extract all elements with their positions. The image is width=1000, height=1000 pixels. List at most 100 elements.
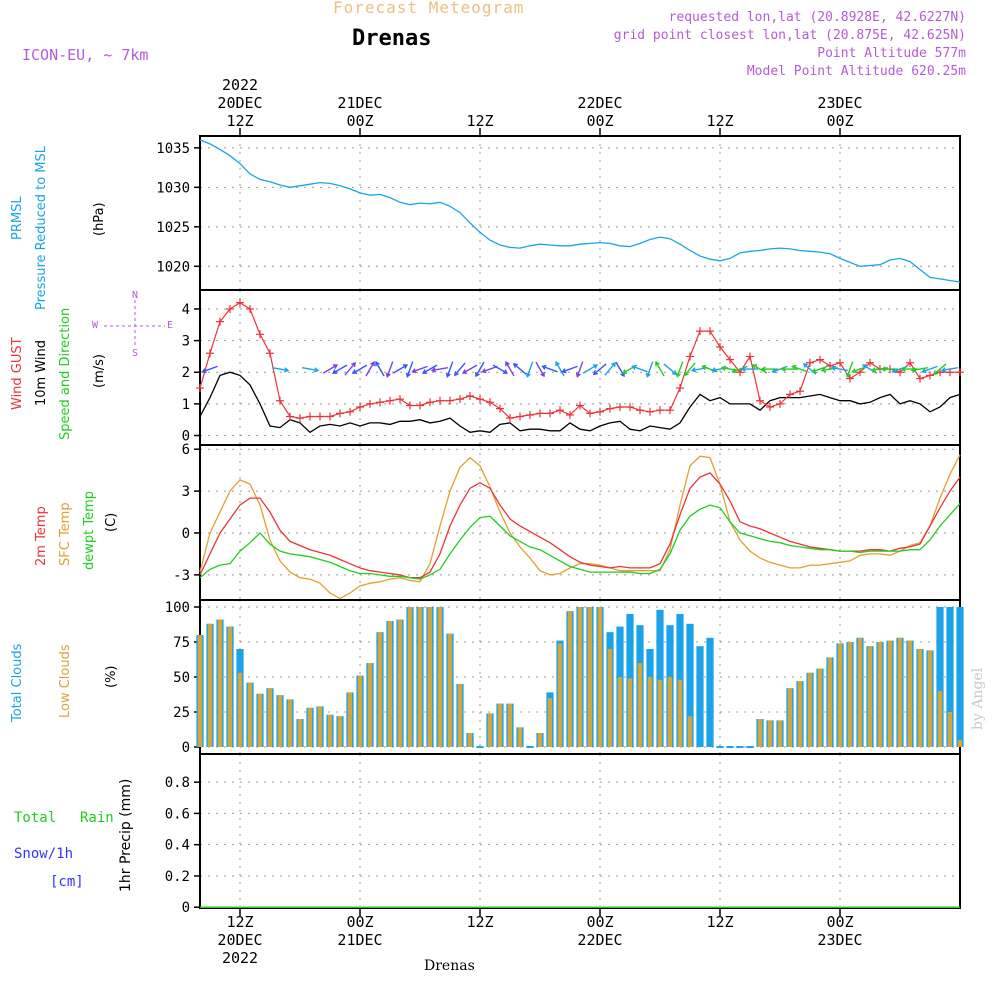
low-cloud-bar — [937, 691, 943, 747]
wind-direction-arrow — [492, 364, 508, 374]
low-cloud-bar — [677, 679, 683, 747]
wind-direction-arrowhead — [611, 361, 616, 368]
wind-direction-arrowhead — [411, 368, 417, 374]
y-tick-label: 100 — [165, 600, 190, 616]
y-tick-label: 3 — [182, 484, 190, 500]
wind-direction-arrow — [422, 364, 438, 374]
low-cloud-bar — [897, 637, 903, 747]
wind-direction-arrowhead — [370, 361, 375, 367]
low-cloud-bar — [757, 719, 763, 747]
low-cloud-bar — [277, 695, 283, 747]
total-cloud-bar — [686, 623, 694, 747]
wind-direction-arrow — [576, 361, 584, 377]
wind-direction-arrow — [922, 365, 938, 373]
low-cloud-bar — [947, 712, 953, 747]
time-label: 22DEC — [577, 931, 623, 949]
wind-direction-arrow — [655, 361, 665, 377]
compass-w: W — [92, 320, 99, 331]
wind-direction-arrow — [582, 364, 598, 374]
wind-direction-arrowhead — [481, 368, 487, 374]
wind-direction-arrowhead — [910, 367, 917, 373]
time-label: 12Z — [706, 112, 734, 130]
wind-direction-arrow — [352, 364, 368, 374]
time-label: 00Z — [586, 112, 614, 130]
wind-direction-arrowhead — [445, 372, 451, 378]
low-cloud-bar — [217, 619, 223, 747]
compass-e: E — [167, 320, 174, 331]
wind-direction-arrow — [676, 361, 684, 377]
footer-location: Drenas — [424, 958, 475, 974]
wind-direction-arrowhead — [575, 372, 581, 378]
y-tick-label: 0 — [182, 429, 190, 445]
low-cloud-bar — [597, 607, 603, 747]
low-cloud-bar — [327, 714, 333, 747]
sfc-temp-line — [199, 454, 961, 600]
low-cloud-bar — [837, 643, 843, 747]
wind-direction-arrowhead — [645, 372, 651, 378]
low-cloud-bar — [917, 649, 923, 747]
time-label: 20DEC — [217, 94, 263, 112]
pressure-line — [199, 139, 961, 283]
wind-direction-arrowhead — [351, 369, 358, 374]
wind-direction-arrow — [535, 361, 545, 377]
y-tick-label: 1020 — [156, 259, 190, 275]
wind-direction-arrowhead — [555, 361, 560, 367]
wind-direction-arrowhead — [932, 370, 938, 376]
wind-direction-arrow — [475, 361, 485, 377]
wind-direction-arrowhead — [791, 364, 797, 370]
low-cloud-bar — [627, 678, 633, 747]
wind-direction-arrow — [505, 361, 515, 377]
wind-direction-arrowhead — [720, 365, 727, 371]
wind-direction-arrowhead — [454, 371, 459, 377]
precip-rain-label: Rain — [80, 810, 114, 826]
y-tick-label: 4 — [182, 302, 190, 318]
time-label: 12Z — [466, 913, 494, 931]
low-cloud-bar — [337, 716, 343, 747]
low-cloud-bar — [397, 619, 403, 747]
low-cloud-bar — [347, 692, 353, 747]
wind-direction-arrowhead — [525, 372, 531, 378]
low-cloud-bar — [587, 607, 593, 747]
wind-speed-line — [199, 371, 961, 434]
low-cloud-bar — [507, 703, 513, 747]
time-label: 2022 — [221, 949, 259, 967]
y-tick-label: 50 — [173, 670, 190, 686]
low-cloud-bar — [367, 663, 373, 747]
wind-direction-arrow — [202, 365, 218, 373]
time-label: 12Z — [226, 913, 254, 931]
wind-direction-arrowhead — [385, 372, 391, 378]
model-name: ICON-EU, ~ 7km — [22, 46, 149, 64]
wind-direction-arrowhead — [731, 368, 737, 374]
wind-direction-arrow — [646, 361, 654, 377]
time-label: 21DEC — [337, 931, 383, 949]
wind-direction-arrowhead — [461, 369, 468, 374]
y-tick-label: 1025 — [156, 220, 190, 236]
wind-direction-arrowhead — [684, 371, 689, 377]
total-cloud-bar — [706, 637, 714, 747]
low-cloud-bar — [907, 640, 913, 747]
wind-direction-arrow — [386, 361, 394, 377]
wind-direction-arrowhead — [592, 364, 599, 369]
wind-direction-arrowhead — [351, 361, 356, 368]
compass-n: N — [132, 290, 139, 301]
wind-direction-arrow — [482, 365, 498, 373]
wind-direction-arrow — [392, 364, 408, 374]
wind-direction-arrow — [911, 367, 929, 372]
wind-direction-arrowhead — [921, 368, 927, 374]
time-label: 12Z — [706, 913, 734, 931]
wind-direction-arrowhead — [880, 366, 886, 372]
wind-direction-arrowhead — [541, 364, 547, 370]
wind-direction-arrow — [684, 362, 696, 376]
total-cloud-bar — [936, 607, 944, 747]
wind-direction-arrowhead — [621, 369, 628, 374]
wind-direction-arrowhead — [811, 368, 817, 374]
low-cloud-bar — [567, 611, 573, 747]
total-cloud-bar — [946, 607, 954, 747]
low-cloud-bar — [357, 675, 363, 747]
panel-frame — [199, 135, 961, 291]
low-cloud-bar — [767, 720, 773, 747]
low-cloud-bar — [467, 733, 473, 747]
y-tick-label: 0.2 — [165, 869, 190, 885]
wind-direction-arrowhead — [940, 367, 947, 373]
wind-direction-arrow — [933, 363, 947, 375]
